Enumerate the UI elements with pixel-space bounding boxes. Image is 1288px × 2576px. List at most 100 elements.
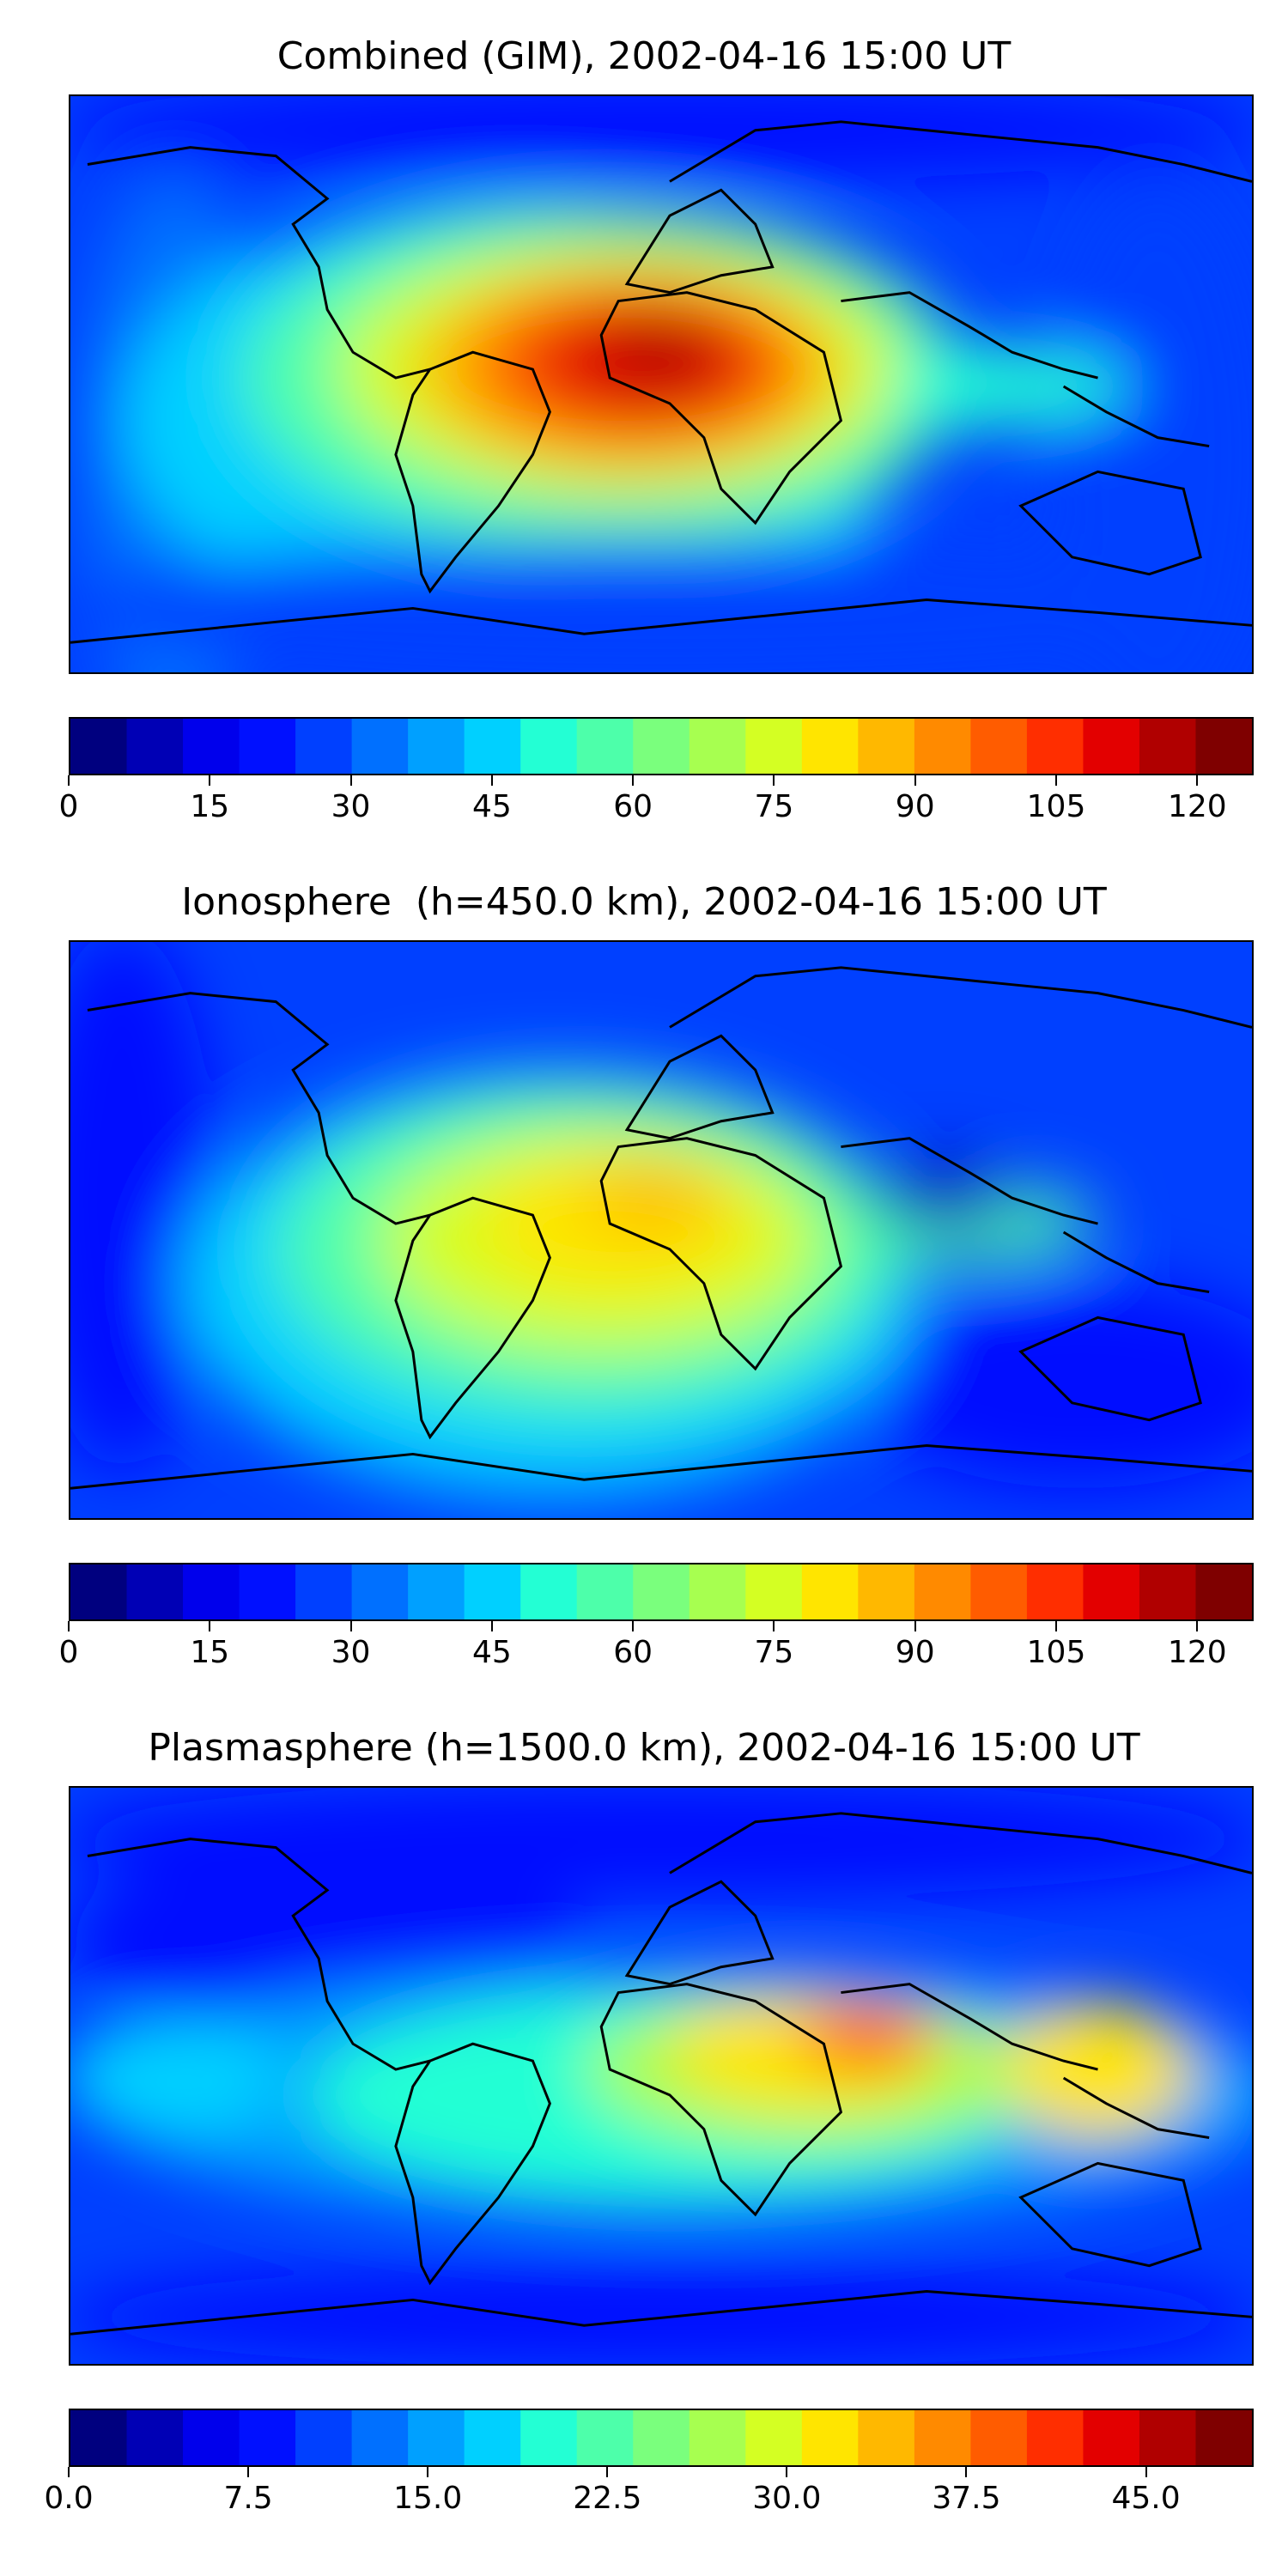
colorbar-tick-mark [914,1621,916,1631]
colorbar-swatch [126,2410,185,2465]
colorbar-swatch [408,719,465,774]
colorbar-swatch [914,1564,972,1619]
colorbar-swatch [801,1564,860,1619]
colorbar-swatch [464,1564,522,1619]
colorbar-swatch [239,1564,297,1619]
colorbar-tick-label: 30 [331,1635,371,1670]
colorbar-swatch [126,1564,185,1619]
colorbar-swatch [520,1564,579,1619]
colorbar-tick-mark [349,775,352,786]
colorbar-ionosphere-svg [70,1564,1252,1619]
map-plasmasphere-tec [69,1786,1254,2366]
colorbar-swatch [633,719,691,774]
colorbar-tick-mark [427,2467,429,2477]
colorbar-swatch [576,2410,635,2465]
colorbar-swatch [1139,2410,1197,2465]
colorbar-tick-mark [632,1621,635,1631]
colorbar-tick-mark [1055,1621,1057,1631]
colorbar-swatch [239,2410,297,2465]
colorbar-tick-label: 90 [895,789,935,824]
colorbar-swatch [858,719,916,774]
colorbar-swatch [576,1564,635,1619]
colorbar-swatch [351,719,410,774]
colorbar-plasmasphere [69,2409,1254,2467]
colorbar-tick-mark [490,775,493,786]
colorbar-swatch [351,1564,410,1619]
colorbar-tick-label: 75 [754,1635,794,1670]
colorbar-swatch [858,1564,916,1619]
map-title-combined: Combined (GIM), 2002-04-16 15:00 UT [276,34,1012,78]
colorbar-swatch [970,719,1029,774]
colorbar-tick-label: 30 [331,789,371,824]
colorbar-swatch [745,2410,804,2465]
colorbar-tick-label: 120 [1167,1635,1227,1670]
map-combined-svg [70,96,1252,672]
map-combined-tec [69,94,1254,674]
colorbar-swatch [70,1564,128,1619]
colorbar-tick-mark [68,1621,70,1631]
coastlines [70,966,1252,1490]
colorbar-tick-mark [247,2467,250,2477]
colorbar-swatch [689,1564,747,1619]
map-ionosphere-svg [70,942,1252,1518]
colorbar-tick-label: 0 [58,789,79,824]
colorbar-swatch [295,1564,353,1619]
colorbar-ionosphere-axis: 0 15 30 45 60 75 90 105 120 [59,1621,1254,1673]
colorbar-swatch [70,2410,128,2465]
colorbar-swatch [126,719,185,774]
colorbar-tick-mark [914,775,916,786]
colorbar-tick-label: 60 [613,789,653,824]
colorbar-combined [69,717,1254,775]
colorbar-swatch [239,719,297,774]
colorbar-swatch [1026,719,1084,774]
colorbar-tick-label: 37.5 [932,2481,1001,2516]
map-ionosphere-tec [69,940,1254,1520]
coastlines [70,1812,1252,2336]
colorbar-plasmasphere-svg [70,2410,1252,2465]
colorbar-tick-label: 15 [190,1635,230,1670]
colorbar-swatch [1083,2410,1141,2465]
colorbar-tick-mark [786,2467,788,2477]
colorbar-swatch [1026,2410,1084,2465]
colorbar-swatch [464,2410,522,2465]
colorbar-swatch [1083,719,1141,774]
colorbar-swatch [1026,1564,1084,1619]
colorbar-swatch [295,719,353,774]
colorbar-swatch [408,2410,465,2465]
colorbar-swatch [970,2410,1029,2465]
colorbar-tick-mark [965,2467,968,2477]
colorbar-swatch [745,719,804,774]
colorbar-swatch [914,2410,972,2465]
colorbar-swatch [689,2410,747,2465]
coastlines [70,120,1252,644]
colorbar-tick-mark [490,1621,493,1631]
colorbar-tick-mark [209,1621,211,1631]
colorbar-swatch [970,1564,1029,1619]
colorbar-tick-mark [68,775,70,786]
map-plasmasphere-svg [70,1788,1252,2364]
colorbar-swatch [464,719,522,774]
colorbar-combined-svg [70,719,1252,774]
colorbar-swatch [1139,1564,1197,1619]
colorbar-swatch [801,719,860,774]
colorbar-tick-mark [773,775,775,786]
colorbar-tick-label: 30.0 [752,2481,822,2516]
colorbar-tick-mark [606,2467,609,2477]
map-title-plasmasphere: Plasmasphere (h=1500.0 km), 2002-04-16 1… [148,1726,1140,1770]
colorbar-tick-mark [773,1621,775,1631]
colorbar-swatch [633,2410,691,2465]
colorbar-tick-mark [632,775,635,786]
colorbar-tick-label: 45 [471,789,512,824]
colorbar-swatch [801,2410,860,2465]
colorbar-swatch [70,719,128,774]
colorbar-swatch [858,2410,916,2465]
colorbar-swatch [1083,1564,1141,1619]
colorbar-swatch [183,719,240,774]
colorbar-tick-label: 105 [1026,789,1086,824]
colorbar-tick-mark [1145,2467,1147,2477]
colorbar-swatch [689,719,747,774]
colorbar-tick-mark [1196,1621,1199,1631]
colorbar-tick-label: 90 [895,1635,935,1670]
colorbar-swatch [633,1564,691,1619]
colorbar-tick-mark [209,775,211,786]
